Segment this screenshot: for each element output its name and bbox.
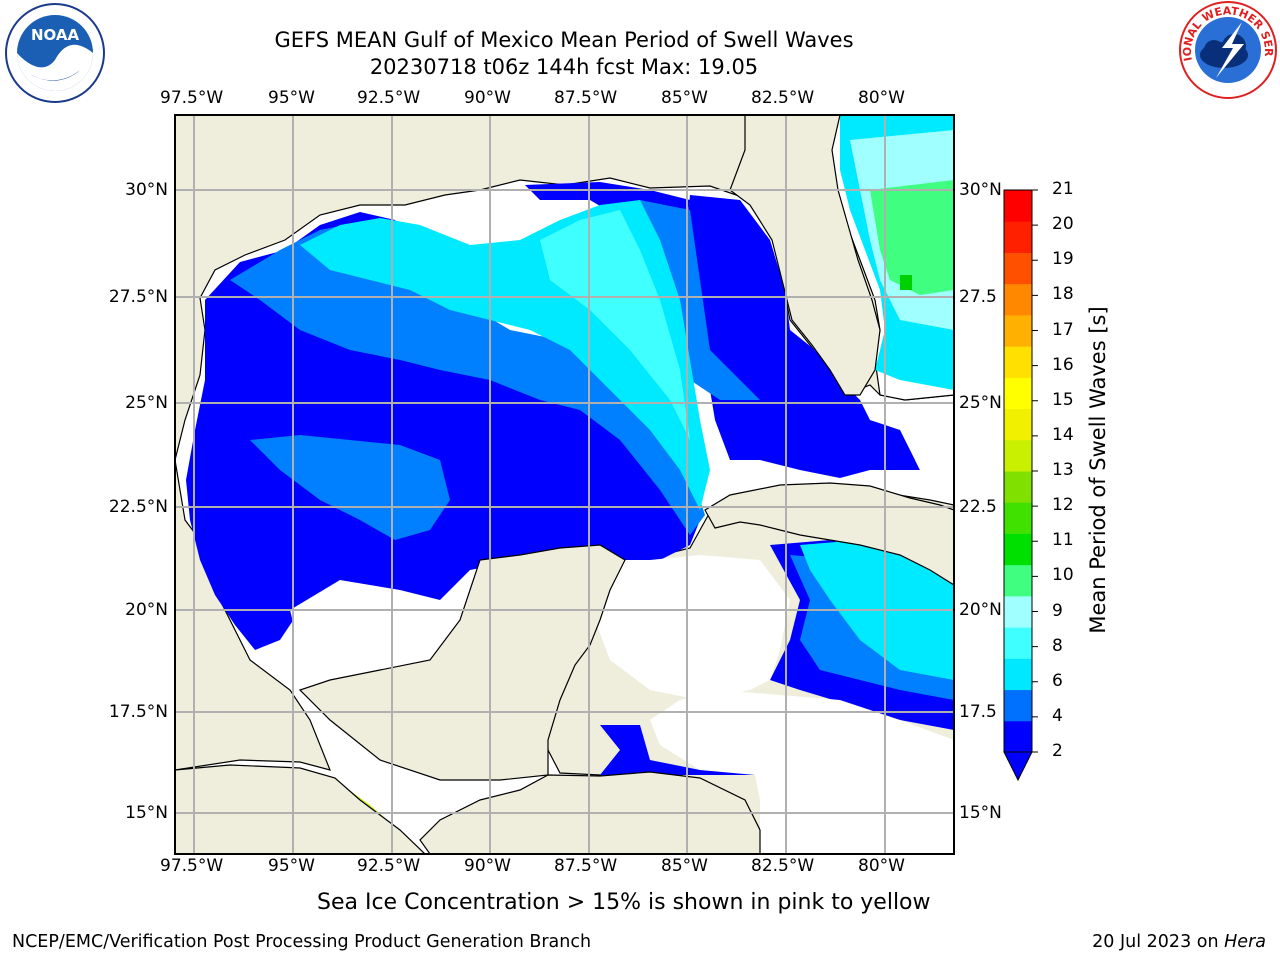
lon-label-top: 87.5°W: [554, 88, 618, 108]
colorbar-swatch: [1004, 314, 1032, 347]
lat-label-left: 22.5°N: [108, 497, 168, 517]
colorbar-tick-label: 10: [1052, 565, 1074, 586]
colorbar-swatch: [1004, 471, 1032, 503]
colorbar-title: Mean Period of Swell Waves [s]: [1086, 306, 1110, 634]
lon-label-top: 90°W: [464, 88, 511, 108]
lat-label-right: 25°N: [959, 393, 1002, 413]
colorbar-tick-label: 2: [1052, 741, 1063, 761]
swell-band-4-6-east: [640, 200, 760, 400]
colorbar-swatch: [1004, 377, 1032, 410]
lat-label-right: 15°N: [959, 803, 1002, 823]
colorbar-swatch: [1004, 221, 1032, 253]
swell-band-2-4-east: [685, 195, 920, 478]
lat-label-left: 25°N: [125, 393, 168, 413]
lon-label-top: 92.5°W: [357, 88, 421, 108]
colorbar-swatch: [1004, 252, 1032, 285]
lon-label-bottom: 97.5°W: [160, 856, 224, 876]
colorbar-tick-label: 11: [1052, 530, 1074, 551]
lon-label-bottom: 95°W: [268, 856, 315, 876]
swell-band-8-9: [540, 210, 690, 440]
map-title: GEFS MEAN Gulf of Mexico Mean Period of …: [274, 28, 854, 52]
colorbar-swatch: [1004, 346, 1032, 378]
lat-label-left: 30°N: [125, 180, 168, 200]
lon-label-top: 95°W: [268, 88, 315, 108]
colorbar-tick-label: 19: [1052, 249, 1074, 270]
colorbar-tick-label: 20: [1052, 214, 1074, 235]
lon-label-top: 82.5°W: [751, 88, 815, 108]
lat-label-right: 30°N: [959, 180, 1002, 200]
masked-region-bay-campeche: [290, 580, 460, 680]
lon-label-bottom: 87.5°W: [554, 856, 618, 876]
colorbar-tick-label: 17: [1052, 319, 1074, 340]
colorbar-swatch: [1004, 533, 1032, 566]
map-subtitle: 20230718 t06z 144h fcst Max: 19.05: [369, 55, 759, 79]
colorbar-swatch: [1004, 720, 1032, 753]
colorbar-tick-label: 4: [1052, 705, 1063, 726]
masked-region-cuba-south: [915, 410, 954, 500]
cuba-land: [704, 482, 954, 586]
colorbar-swatch: [1004, 595, 1032, 628]
swell-band-4-6-b: [250, 435, 450, 540]
lon-label-top: 97.5°W: [160, 88, 224, 108]
colorbar-tick-label: 21: [1052, 179, 1074, 199]
lon-label-bottom: 85°W: [661, 856, 708, 876]
lon-label-bottom: 90°W: [464, 856, 511, 876]
colorbar-tick-label: 6: [1052, 670, 1063, 691]
map-frame: [174, 114, 955, 855]
colorbar-tick-label: 14: [1052, 424, 1074, 445]
footer-credit: NCEP/EMC/Verification Post Processing Pr…: [12, 932, 592, 952]
colorbar-tick-label: 15: [1052, 389, 1074, 410]
swell-band-2-4-north: [525, 182, 690, 260]
colorbar-tick-label: 13: [1052, 460, 1074, 480]
colorbar-swatch: [1004, 408, 1032, 441]
colorbar-swatch: [1004, 190, 1032, 222]
colorbar-tick-label: 8: [1052, 635, 1063, 656]
florida-land: [729, 115, 881, 396]
colorbar-tick-label: 12: [1052, 495, 1074, 516]
lon-label-bottom: 80°W: [858, 856, 905, 876]
lat-label-left: 15°N: [125, 803, 168, 823]
lat-label-right: 17.5: [959, 702, 997, 722]
footer-host: Hera: [1224, 932, 1266, 952]
lon-label-bottom: 82.5°W: [751, 856, 815, 876]
colorbar-tick-label: 9: [1052, 600, 1063, 621]
colorbar-swatch: [1004, 439, 1032, 472]
graticule: [175, 115, 954, 854]
sea-ice-caption: Sea Ice Concentration > 15% is shown in …: [317, 890, 931, 915]
masked-region-honduras: [650, 690, 954, 800]
swell-band-10-11: [900, 275, 912, 290]
colorbar-extend-arrow: [1003, 751, 1033, 782]
masked-region-caribbean: [595, 555, 790, 700]
lon-label-bottom: 92.5°W: [357, 856, 421, 876]
lon-label-top: 80°W: [858, 88, 905, 108]
footer-date: 20 Jul 2023 on Hera: [1092, 932, 1266, 952]
lat-label-right: 22.5: [959, 497, 997, 517]
lat-label-right: 20°N: [959, 600, 1002, 620]
swell-band-9-10: [870, 180, 954, 295]
nws-logo: NATIONAL WEATHER SERVICE: [1178, 0, 1277, 99]
colorbar-swatch: [1004, 283, 1032, 316]
swell-band-2-4-honduras: [600, 725, 755, 775]
lat-label-left: 20°N: [125, 600, 168, 620]
swell-band-4-6: [230, 222, 705, 535]
colorbar-swatch: [1004, 502, 1032, 534]
colorbar-swatch: [1004, 658, 1032, 691]
noaa-logo: NOAA: [5, 3, 105, 103]
colorbar-tick-label: 16: [1052, 354, 1074, 375]
lat-label-left: 27.5°N: [108, 287, 168, 307]
svg-text:NOAA: NOAA: [31, 26, 80, 44]
colorbar-tick-label: 18: [1052, 284, 1074, 305]
colorbar-swatch: [1004, 564, 1032, 597]
lon-label-top: 85°W: [661, 88, 708, 108]
colorbar-swatch: [1004, 689, 1032, 722]
lat-label-right: 27.5: [959, 287, 997, 307]
colorbar-swatch: [1004, 627, 1032, 659]
lat-label-left: 17.5°N: [108, 702, 168, 722]
